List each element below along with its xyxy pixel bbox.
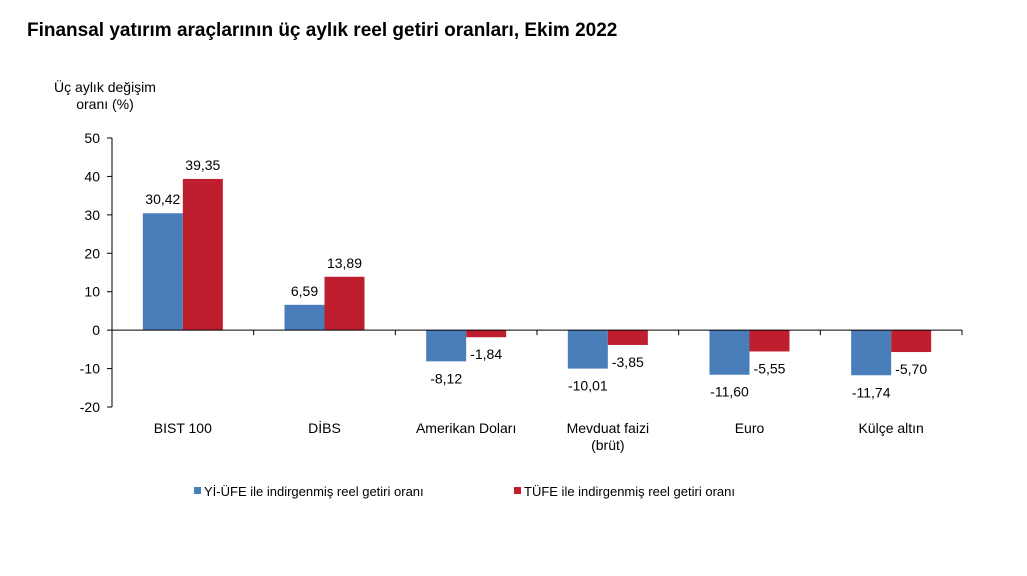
legend-label-1: Yİ-ÜFE ile indirgenmiş reel getiri oranı: [204, 484, 424, 499]
bar-series-1: [567, 330, 608, 369]
y-axis-title: Üç aylık değişim: [54, 78, 156, 95]
legend-swatch-2: [514, 487, 521, 494]
data-label: -1,84: [470, 346, 502, 362]
y-tick-label: 50: [84, 130, 100, 146]
data-label: -11,74: [852, 384, 891, 400]
x-tick-label: Euro: [735, 420, 765, 436]
y-tick-label: 0: [92, 322, 100, 338]
bar-series-1: [709, 330, 750, 375]
data-label: -3,85: [612, 354, 644, 370]
y-tick-label: 20: [84, 245, 100, 261]
bar-series-1: [851, 330, 892, 376]
x-tick-label: Mevduat faizi: [567, 420, 649, 436]
bar-series-2: [891, 330, 932, 353]
legend-label-2: TÜFE ile indirgenmiş reel getiri oranı: [524, 484, 735, 499]
bar-series-1: [284, 304, 325, 331]
y-tick-label: -20: [80, 399, 100, 415]
data-label: -10,01: [568, 378, 608, 394]
data-label: -5,55: [754, 360, 786, 376]
x-tick-label: Amerikan Doları: [416, 420, 516, 436]
x-tick-label: DİBS: [308, 419, 341, 436]
bar-series-2: [466, 330, 507, 338]
data-label: 30,42: [145, 191, 180, 207]
data-label: -5,70: [895, 361, 927, 377]
chart-title: Finansal yatırım araçlarının üç aylık re…: [27, 20, 618, 41]
data-label: 6,59: [291, 283, 318, 299]
bar-series-2: [182, 178, 223, 331]
data-label: 39,35: [185, 157, 220, 173]
legend-swatch-1: [194, 487, 201, 494]
bar-series-2: [324, 276, 365, 331]
x-tick-label: Külçe altın: [858, 420, 923, 436]
y-tick-label: 30: [84, 207, 100, 223]
data-label: -11,60: [710, 384, 749, 400]
y-tick-label: 40: [84, 168, 100, 184]
x-tick-label: BIST 100: [154, 420, 212, 436]
x-tick-label: (brüt): [591, 437, 624, 453]
y-tick-label: -10: [80, 361, 100, 377]
bar-series-2: [607, 330, 648, 345]
bar-series-1: [142, 213, 183, 331]
data-label: -8,12: [430, 370, 462, 386]
data-label: 13,89: [327, 255, 362, 271]
bar-series-1: [426, 330, 467, 362]
y-axis-title: oranı (%): [76, 96, 134, 112]
y-tick-label: 10: [84, 284, 100, 300]
bar-series-2: [749, 330, 790, 352]
